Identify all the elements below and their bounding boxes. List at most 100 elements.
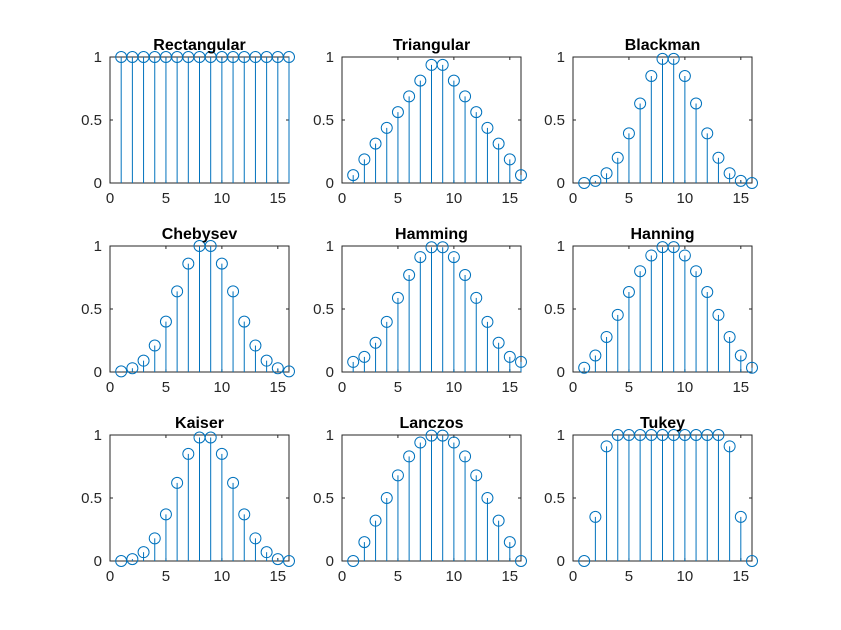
stem-marker [503,536,516,549]
stem-marker [690,265,703,278]
y-tick-label: 1 [326,427,334,444]
stem-marker [723,167,736,180]
y-tick-label: 0 [557,364,565,381]
stem-marker [459,90,472,103]
x-tick-label: 0 [106,190,114,207]
stem-marker [436,429,449,442]
subplot-title: Hanning [631,226,695,243]
stem-marker [414,436,427,449]
subplot-title: Chebysev [162,226,238,243]
stem-marker [634,265,647,278]
y-tick-label: 0 [94,175,102,192]
x-tick-label: 15 [501,379,518,396]
stem-marker [459,450,472,463]
stem-marker [447,74,460,87]
stem-marker [492,514,505,527]
subplot-title: Tukey [640,415,685,432]
stem-marker [182,257,195,270]
subplot-tukey: 0 5 10 15 0 0.5 1 Tukey [544,415,758,585]
stem-marker [260,354,273,367]
stem-marker [515,355,527,368]
stem-marker [600,167,613,180]
y-tick-label: 0.5 [544,490,565,507]
stem-marker [589,510,602,523]
y-tick-label: 0 [557,175,565,192]
stem-marker [712,151,725,164]
x-tick-label: 0 [338,568,346,585]
x-tick-label: 15 [732,190,749,207]
y-tick-label: 1 [326,49,334,66]
subplot-hanning: 0 5 10 15 0 0.5 1 Hanning [544,226,758,396]
stem-marker [391,291,404,304]
stem-marker [723,330,736,343]
stem-marker [403,450,416,463]
stem-marker [380,315,393,328]
subplot-title: Rectangular [153,37,245,54]
subplot-lanczos: 0 5 10 15 0 0.5 1 Lanczos [313,415,527,585]
stem-marker [403,268,416,281]
stem-marker [238,508,251,521]
stem-marker [148,339,161,352]
x-tick-label: 0 [338,190,346,207]
stem-marker [589,349,602,362]
stem-marker [481,492,494,504]
stem-marker [171,476,184,489]
x-tick-label: 5 [162,379,170,396]
stem-marker [712,308,725,321]
y-tick-label: 0.5 [544,301,565,318]
stem-marker [712,429,725,441]
x-tick-label: 5 [625,568,633,585]
y-tick-label: 0 [326,364,334,381]
y-tick-label: 0 [557,553,565,570]
stem-marker [701,285,714,298]
stem-marker [503,153,516,166]
y-tick-label: 0.5 [313,112,334,129]
stem-marker [436,58,449,71]
stem-marker [723,440,736,453]
y-tick-label: 0.5 [81,112,102,129]
stem-marker [667,52,680,65]
subplot-title: Hamming [395,226,468,243]
stem-marker [126,362,139,375]
x-tick-label: 15 [732,379,749,396]
subplot-title: Lanczos [399,415,463,432]
stem-marker [515,169,527,182]
stem-marker [159,315,172,328]
x-tick-label: 0 [106,379,114,396]
stem-marker [611,151,624,164]
stem-marker [283,555,295,567]
stem-marker [622,127,635,140]
x-tick-label: 0 [338,379,346,396]
stem-marker [701,127,714,140]
stem-marker [481,315,494,328]
stem-marker [470,469,483,482]
x-tick-label: 5 [162,568,170,585]
x-tick-label: 10 [677,379,694,396]
y-tick-label: 1 [326,238,334,255]
stem-marker [260,546,273,559]
stem-marker [358,350,371,363]
subplot-title: Triangular [393,37,470,54]
stem-marker [215,257,228,270]
stem-marker [503,350,516,363]
stem-marker [414,74,427,87]
stem-marker [115,365,128,378]
y-tick-label: 1 [94,427,102,444]
stem-marker [611,308,624,321]
x-tick-label: 10 [214,190,231,207]
stem-marker [358,536,371,549]
x-tick-label: 5 [394,568,402,585]
subplot-blackman: 0 5 10 15 0 0.5 1 Blackman [544,37,758,207]
stem-marker [137,546,150,559]
stem-marker [159,508,172,521]
stem-marker [137,354,150,367]
stem-marker [492,336,505,349]
stem-marker [600,440,613,453]
stem-marker [391,469,404,482]
stem-marker [204,240,217,252]
stem-marker [215,447,228,460]
stem-marker [204,431,217,444]
stem-marker [600,330,613,343]
stem-marker [249,339,262,352]
stem-marker [227,285,240,298]
